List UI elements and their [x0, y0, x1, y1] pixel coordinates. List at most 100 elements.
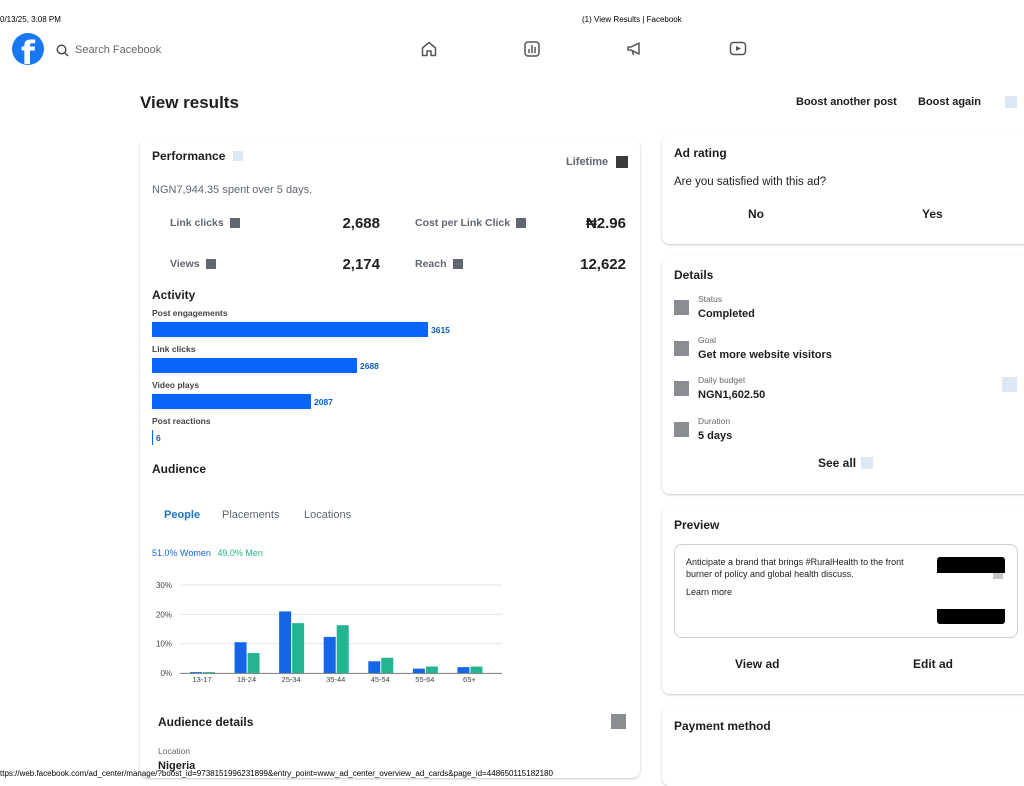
- detail-icon: [674, 421, 689, 437]
- facebook-logo[interactable]: f: [12, 33, 44, 65]
- audience-title: Audience: [152, 462, 207, 476]
- see-all-label: See all: [818, 456, 857, 470]
- rating-yes-button[interactable]: Yes: [922, 207, 943, 221]
- megaphone-icon[interactable]: [626, 40, 644, 58]
- info-icon[interactable]: [205, 259, 216, 269]
- edit-ad-button[interactable]: Edit ad: [913, 657, 954, 671]
- chart-bar: [203, 672, 215, 673]
- info-icon[interactable]: [516, 218, 527, 228]
- video-icon[interactable]: [729, 40, 747, 58]
- spend-amount: NGN7,944.35: [152, 184, 220, 196]
- search-placeholder: Search Facebook: [75, 44, 162, 56]
- search-input[interactable]: Search Facebook: [56, 40, 161, 60]
- metric-cost-per-click: Cost per Link Click: [415, 217, 527, 229]
- analytics-icon[interactable]: [523, 40, 541, 58]
- results-card: Performance Lifetime NGN7,944.35 spent o…: [140, 138, 640, 778]
- chart-y-tick: 10%: [156, 640, 172, 649]
- chart-bar: [381, 657, 394, 673]
- activity-title: Activity: [152, 288, 196, 302]
- detail-label: Daily budget: [698, 375, 746, 385]
- men-share: 49.0% Men: [217, 548, 263, 558]
- gender-split: 51.0% Women 49.0% Men: [152, 548, 263, 558]
- chart-x-tick: 25-34: [282, 675, 301, 684]
- activity-bar: [152, 358, 357, 373]
- metric-value: 12,622: [580, 256, 626, 273]
- more-options-icon[interactable]: [1005, 96, 1017, 108]
- calendar-icon: [616, 156, 629, 168]
- search-icon: [56, 43, 69, 56]
- details-title: Details: [674, 268, 714, 282]
- home-icon[interactable]: [420, 40, 438, 58]
- metric-label: Reach: [415, 258, 447, 270]
- chart-x-tick: 45-54: [371, 675, 390, 684]
- ad-rating-card: Ad rating Are you satisfied with this ad…: [662, 134, 1024, 244]
- date-range-selector[interactable]: Lifetime: [566, 156, 629, 168]
- chart-y-tick: 30%: [156, 581, 172, 590]
- metric-value: 2,688: [342, 215, 380, 232]
- ad-rating-title: Ad rating: [674, 146, 727, 160]
- print-url: ttps://web.facebook.com/ad_center/manage…: [0, 769, 553, 778]
- location-value: Nigeria: [158, 760, 196, 772]
- preview-image-badge: [993, 573, 1003, 579]
- detail-value: Completed: [698, 308, 755, 320]
- metric-reach: Reach: [415, 258, 463, 270]
- activity-bar: [152, 322, 428, 337]
- age-gender-chart: 30% 20% 10% 0% 13-17 18-24 25-34 35-44 45-54 55-6…: [156, 581, 502, 684]
- metric-value: 2,174: [342, 256, 380, 273]
- rating-no-button[interactable]: No: [748, 207, 764, 221]
- detail-label: Goal: [698, 334, 716, 345]
- preview-title: Preview: [674, 518, 720, 532]
- activity-value: 3615: [431, 325, 450, 335]
- metric-label: Views: [170, 258, 200, 270]
- detail-label: Status: [698, 294, 723, 304]
- metric-views: Views: [170, 258, 216, 270]
- chart-bar: [425, 666, 438, 673]
- edit-audience-icon[interactable]: [611, 714, 626, 729]
- chart-x-tick: 18-24: [237, 675, 256, 684]
- chart-bar: [336, 625, 349, 673]
- spend-text: spent over: [222, 184, 274, 196]
- detail-icon: [674, 340, 689, 356]
- info-icon[interactable]: [233, 151, 244, 161]
- tab-locations[interactable]: Locations: [304, 509, 352, 521]
- detail-label: Duration: [698, 415, 731, 426]
- detail-value: NGN1,602.50: [698, 389, 766, 401]
- spend-days: 5 days.: [276, 184, 313, 196]
- see-all-button[interactable]: See all: [818, 456, 874, 470]
- tab-people[interactable]: People: [164, 509, 201, 521]
- tab-placements[interactable]: Placements: [222, 509, 280, 521]
- activity-label: Video plays: [152, 380, 200, 390]
- metric-link-clicks: Link clicks: [170, 217, 240, 229]
- page-title: View results: [140, 93, 239, 112]
- women-share: 51.0% Women: [152, 548, 211, 558]
- detail-icon: [674, 300, 689, 315]
- activity-label: Post engagements: [152, 308, 228, 318]
- boost-another-post-button[interactable]: Boost another post: [796, 96, 897, 108]
- metric-label: Link clicks: [170, 217, 224, 229]
- print-page-title: (1) View Results | Facebook: [582, 15, 682, 24]
- performance-heading: Performance: [152, 149, 244, 163]
- ad-preview[interactable]: Anticipate a brand that brings #RuralHea…: [674, 544, 1018, 638]
- chart-x-tick: 13-17: [192, 675, 211, 684]
- metric-value: ₦2.96: [585, 215, 626, 232]
- preview-image-top: [937, 557, 1005, 573]
- chart-bar: [190, 672, 202, 673]
- learn-more-link[interactable]: Learn more: [686, 587, 733, 597]
- activity-bar: [152, 394, 311, 409]
- info-icon[interactable]: [452, 259, 463, 269]
- view-ad-button[interactable]: View ad: [735, 657, 780, 671]
- chart-bar: [368, 661, 381, 673]
- ad-rating-question: Are you satisfied with this ad?: [674, 176, 827, 188]
- chart-bar: [412, 668, 425, 673]
- info-icon[interactable]: [229, 218, 240, 228]
- boost-again-button[interactable]: Boost again: [918, 96, 981, 108]
- edit-budget-icon[interactable]: [1002, 377, 1017, 392]
- activity-bar: [152, 430, 153, 445]
- detail-value: 5 days: [698, 429, 733, 442]
- detail-value: Get more website visitors: [698, 348, 832, 361]
- payment-title: Payment method: [674, 719, 771, 733]
- activity-value: 6: [156, 433, 161, 443]
- spend-summary: NGN7,944.35 spent over 5 days.: [152, 184, 312, 196]
- performance-title: Performance: [152, 149, 226, 163]
- chart-x-tick: 35-44: [326, 675, 345, 684]
